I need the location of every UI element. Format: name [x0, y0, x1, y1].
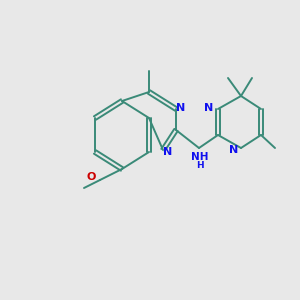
Text: O: O	[87, 172, 96, 182]
Text: NH: NH	[191, 152, 209, 162]
Text: N: N	[176, 103, 186, 113]
Text: N: N	[204, 103, 213, 113]
Text: N: N	[229, 145, 238, 155]
Text: H: H	[196, 161, 204, 170]
Text: N: N	[164, 147, 172, 157]
